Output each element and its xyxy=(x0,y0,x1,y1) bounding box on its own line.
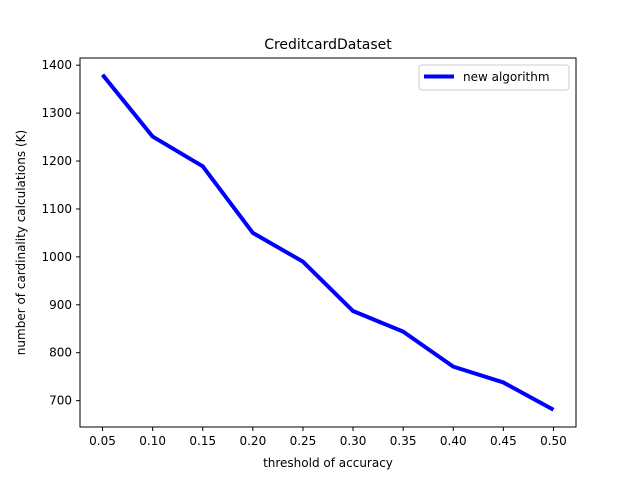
chart-title: CreditcardDataset xyxy=(264,37,392,53)
y-tick-label: 1200 xyxy=(41,154,72,168)
plot-frame xyxy=(79,57,577,428)
x-tick-label: 0.05 xyxy=(89,434,116,448)
y-axis-label: number of cardinality calculations (K) xyxy=(14,130,28,355)
x-tick-label: 0.50 xyxy=(540,434,567,448)
x-axis-ticks: 0.05 0.10 0.15 0.20 0.25 0.30 0.35 0.40 0.45 0.50 xyxy=(89,427,567,448)
x-tick-label: 0.45 xyxy=(490,434,517,448)
x-tick-label: 0.40 xyxy=(440,434,467,448)
x-tick-label: 0.10 xyxy=(139,434,166,448)
x-tick-label: 0.35 xyxy=(390,434,417,448)
series-layer xyxy=(100,73,555,412)
x-tick-label: 0.30 xyxy=(340,434,367,448)
x-tick-label: 0.20 xyxy=(239,434,266,448)
y-tick-label: 1300 xyxy=(41,106,72,120)
legend: new algorithm xyxy=(418,64,570,91)
x-axis-label: threshold of accuracy xyxy=(263,456,393,470)
x-tick-label: 0.15 xyxy=(189,434,216,448)
y-tick-label: 1400 xyxy=(41,58,72,72)
y-tick-label: 1100 xyxy=(41,202,72,216)
y-tick-label: 700 xyxy=(49,394,72,408)
y-axis-ticks: 700 800 900 1000 1100 1200 1300 1400 xyxy=(41,58,80,408)
y-tick-label: 800 xyxy=(49,346,72,360)
legend-label: new algorithm xyxy=(463,70,550,84)
series-line-new-algorithm xyxy=(100,73,555,412)
legend-box xyxy=(418,64,570,91)
y-tick-label: 900 xyxy=(49,298,72,312)
y-tick-label: 1000 xyxy=(41,250,72,264)
x-tick-label: 0.25 xyxy=(290,434,317,448)
